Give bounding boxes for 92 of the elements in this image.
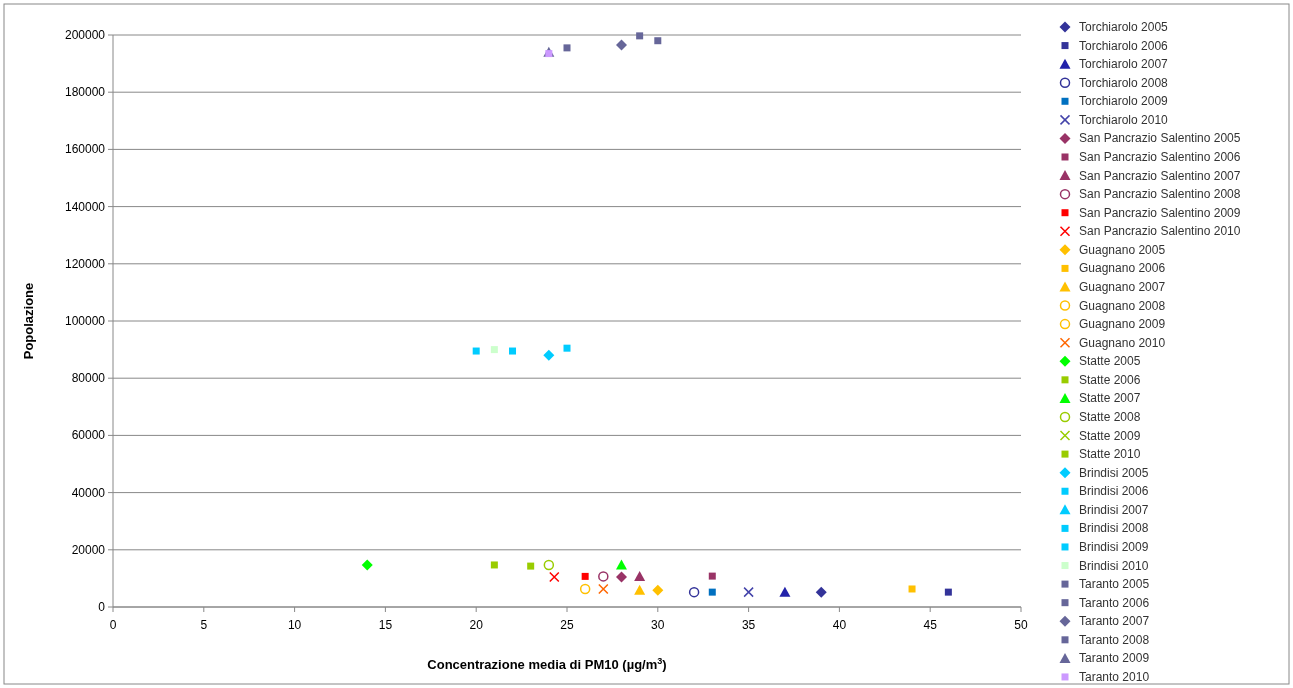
x-tick-label: 10 [287,618,302,632]
point [615,559,627,570]
legend-label: Statte 2006 [1079,372,1141,387]
point [634,570,646,581]
point [598,571,609,582]
legend-label: Guagnano 2008 [1079,298,1166,313]
point [545,50,553,58]
x-tick-label: 40 [832,618,847,632]
point [615,39,627,51]
point [779,586,791,597]
legend-label: Torchiarolo 2005 [1079,20,1169,34]
x-tick-label: 45 [923,618,938,632]
point [549,571,560,583]
point [581,572,589,580]
point [708,572,716,580]
point [743,586,754,598]
legend-label: Brindisi 2005 [1079,465,1149,480]
point [908,585,916,593]
y-tick-label: 40000 [71,485,106,500]
legend-label: Guagnano 2006 [1079,261,1166,276]
legend-label: Torchiarolo 2006 [1079,38,1169,53]
point [579,583,591,595]
x-axis-title: Concentrazione media di PM10 (µg/m$^{3}$) [427,656,667,672]
point [944,588,952,596]
legend-label: Statte 2005 [1079,354,1141,369]
point [543,349,555,361]
legend-label: Torchiarolo 2009 [1079,94,1169,109]
point [815,586,827,598]
point [615,571,627,583]
legend-label: Torchiarolo 2010 [1079,112,1169,127]
y-tick-label: 20000 [71,542,106,557]
legend-label: Taranto 2005 [1079,577,1150,592]
point [563,344,571,352]
legend-label: Taranto 2009 [1079,651,1150,666]
legend-label: Torchiarolo 2008 [1079,75,1169,90]
legend-label: Guagnano 2007 [1079,279,1166,294]
legend-label: San Pancrazio Salentino 2005 [1079,131,1241,146]
legend-label: Guagnano 2009 [1079,317,1166,332]
legend-label: Brindisi 2010 [1079,558,1149,573]
legend-label: San Pancrazio Salentino 2006 [1079,149,1241,164]
x-tick-label: 0 [109,618,117,632]
legend-label: Taranto 2008 [1079,632,1150,647]
legend-label: Brindisi 2006 [1079,484,1149,499]
y-tick-label: 160000 [64,142,106,157]
y-axis-title: Popolazione [21,282,36,360]
x-tick-label: 30 [651,618,665,632]
point [636,32,644,40]
point [598,583,609,595]
legend-label: Taranto 2010 [1079,669,1150,684]
y-tick-label: 140000 [64,199,106,214]
legend-label: Brindisi 2007 [1079,502,1149,517]
legend-label: Statte 2009 [1079,428,1141,443]
y-tick-label: 100000 [64,314,106,328]
y-tick-label: 180000 [64,85,106,100]
x-tick-label: 15 [378,618,393,632]
y-tick-label: 80000 [71,371,106,386]
legend-label: Brindisi 2008 [1079,521,1149,536]
legend-label: Statte 2010 [1079,447,1141,462]
point [634,584,646,595]
y-tick-label: 200000 [64,28,106,42]
y-tick-label: 0 [98,600,106,614]
point [543,559,555,571]
x-tick-label: 25 [560,618,574,632]
x-tick-label: 20 [469,618,484,632]
legend-label: San Pancrazio Salentino 2008 [1079,187,1241,202]
legend-label: Torchiarolo 2007 [1079,57,1169,72]
point [527,562,535,570]
legend-label: Statte 2007 [1079,391,1141,406]
point [509,347,517,355]
point [361,559,373,571]
legend-label: Guagnano 2005 [1079,242,1166,257]
legend-label: Taranto 2007 [1079,614,1150,629]
legend-label: Guagnano 2010 [1079,335,1166,350]
point [563,44,571,52]
legend-label: San Pancrazio Salentino 2007 [1079,168,1241,183]
legend-label: Brindisi 2009 [1079,539,1149,554]
point [490,346,498,354]
legend-label: Statte 2008 [1079,409,1141,424]
point [708,588,716,596]
point [688,586,700,598]
y-tick-label: 120000 [64,256,106,271]
x-tick-label: 5 [200,618,208,632]
y-tick-label: 60000 [71,428,106,443]
point [490,561,498,569]
legend-label: San Pancrazio Salentino 2010 [1079,224,1241,239]
legend-label: Taranto 2006 [1079,595,1150,610]
x-tick-label: 50 [1014,618,1028,632]
point [652,584,664,596]
point [472,347,480,355]
point [654,37,662,45]
legend-label: San Pancrazio Salentino 2009 [1079,205,1241,220]
x-tick-label: 35 [741,618,756,632]
